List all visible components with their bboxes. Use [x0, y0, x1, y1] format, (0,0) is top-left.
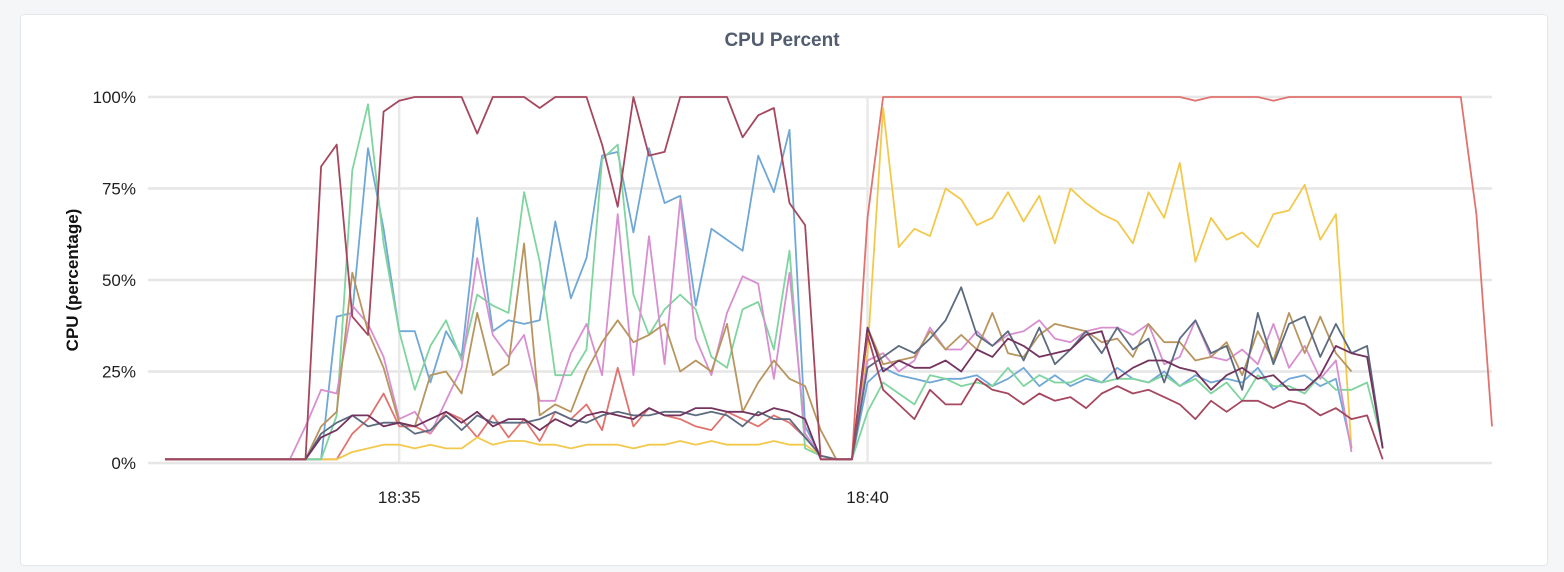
series-line-series-green — [165, 104, 1383, 459]
x-tick-label: 18:40 — [846, 488, 889, 507]
y-tick-label: 75% — [102, 180, 136, 199]
y-tick-labels: 0% 25% 50% 75% 100% — [93, 88, 136, 473]
x-tick-label: 18:35 — [378, 488, 421, 507]
y-tick-label: 25% — [102, 363, 136, 382]
series-line-series-red — [165, 97, 1492, 459]
y-axis-label: CPU (percentage) — [63, 209, 82, 352]
y-tick-label: 100% — [93, 88, 136, 107]
series-lines — [165, 97, 1492, 459]
y-tick-label: 0% — [111, 454, 136, 473]
series-line-series-blue — [165, 130, 1352, 459]
y-tick-label: 50% — [102, 271, 136, 290]
series-line-series-maroon — [165, 97, 1383, 459]
x-tick-labels: 18:35 18:40 — [378, 488, 889, 507]
